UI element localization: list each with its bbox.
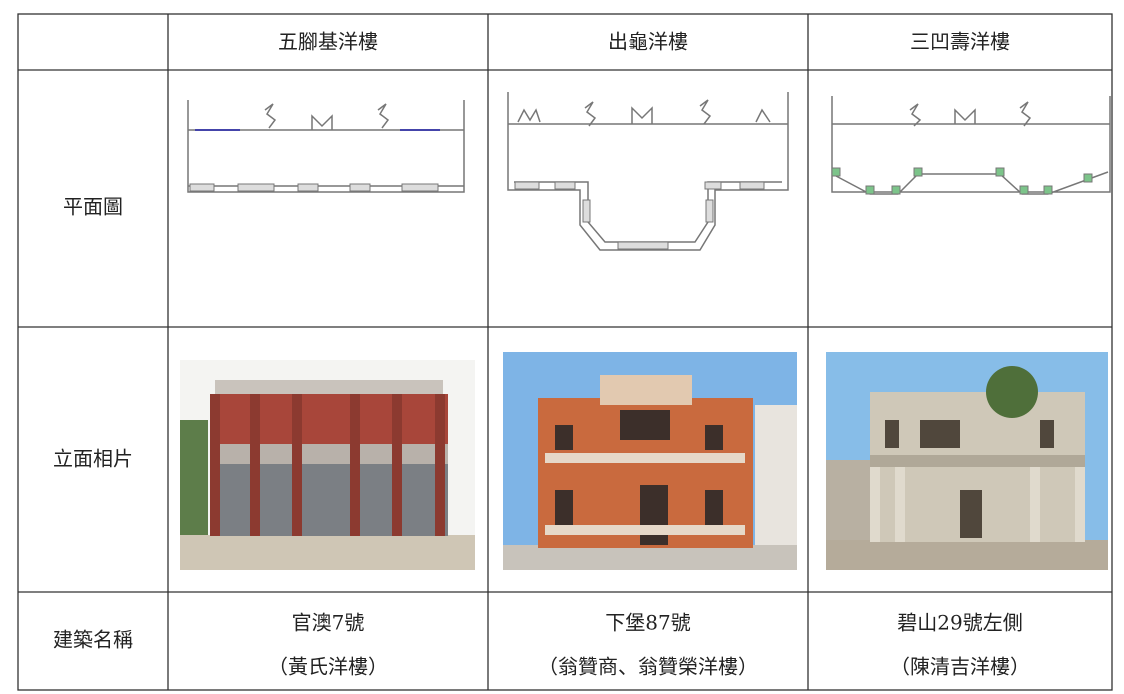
building-address: 碧山29號左側 [897, 611, 1022, 635]
photo [180, 360, 475, 570]
floor-plan [187, 100, 465, 193]
building-alias: （陳清吉洋樓） [890, 655, 1030, 679]
floor-plan [507, 92, 789, 251]
building-alias: （翁贊商、翁贊榮洋樓） [538, 655, 758, 679]
column-header: 五腳基洋樓 [278, 30, 378, 54]
table-grid [17, 13, 1113, 691]
column-header: 出龜洋樓 [608, 30, 688, 54]
row-label: 建築名稱 [53, 628, 133, 652]
building-address: 下堡87號 [605, 611, 690, 635]
photo [826, 352, 1108, 570]
row-label: 平面圖 [63, 195, 123, 219]
column-header: 三凹壽洋樓 [910, 30, 1010, 54]
building-address: 官澳7號 [292, 611, 365, 635]
photo [503, 352, 797, 570]
floor-plan [831, 96, 1111, 195]
row-label: 立面相片 [53, 447, 133, 471]
building-alias: （黃氏洋樓） [268, 655, 388, 679]
